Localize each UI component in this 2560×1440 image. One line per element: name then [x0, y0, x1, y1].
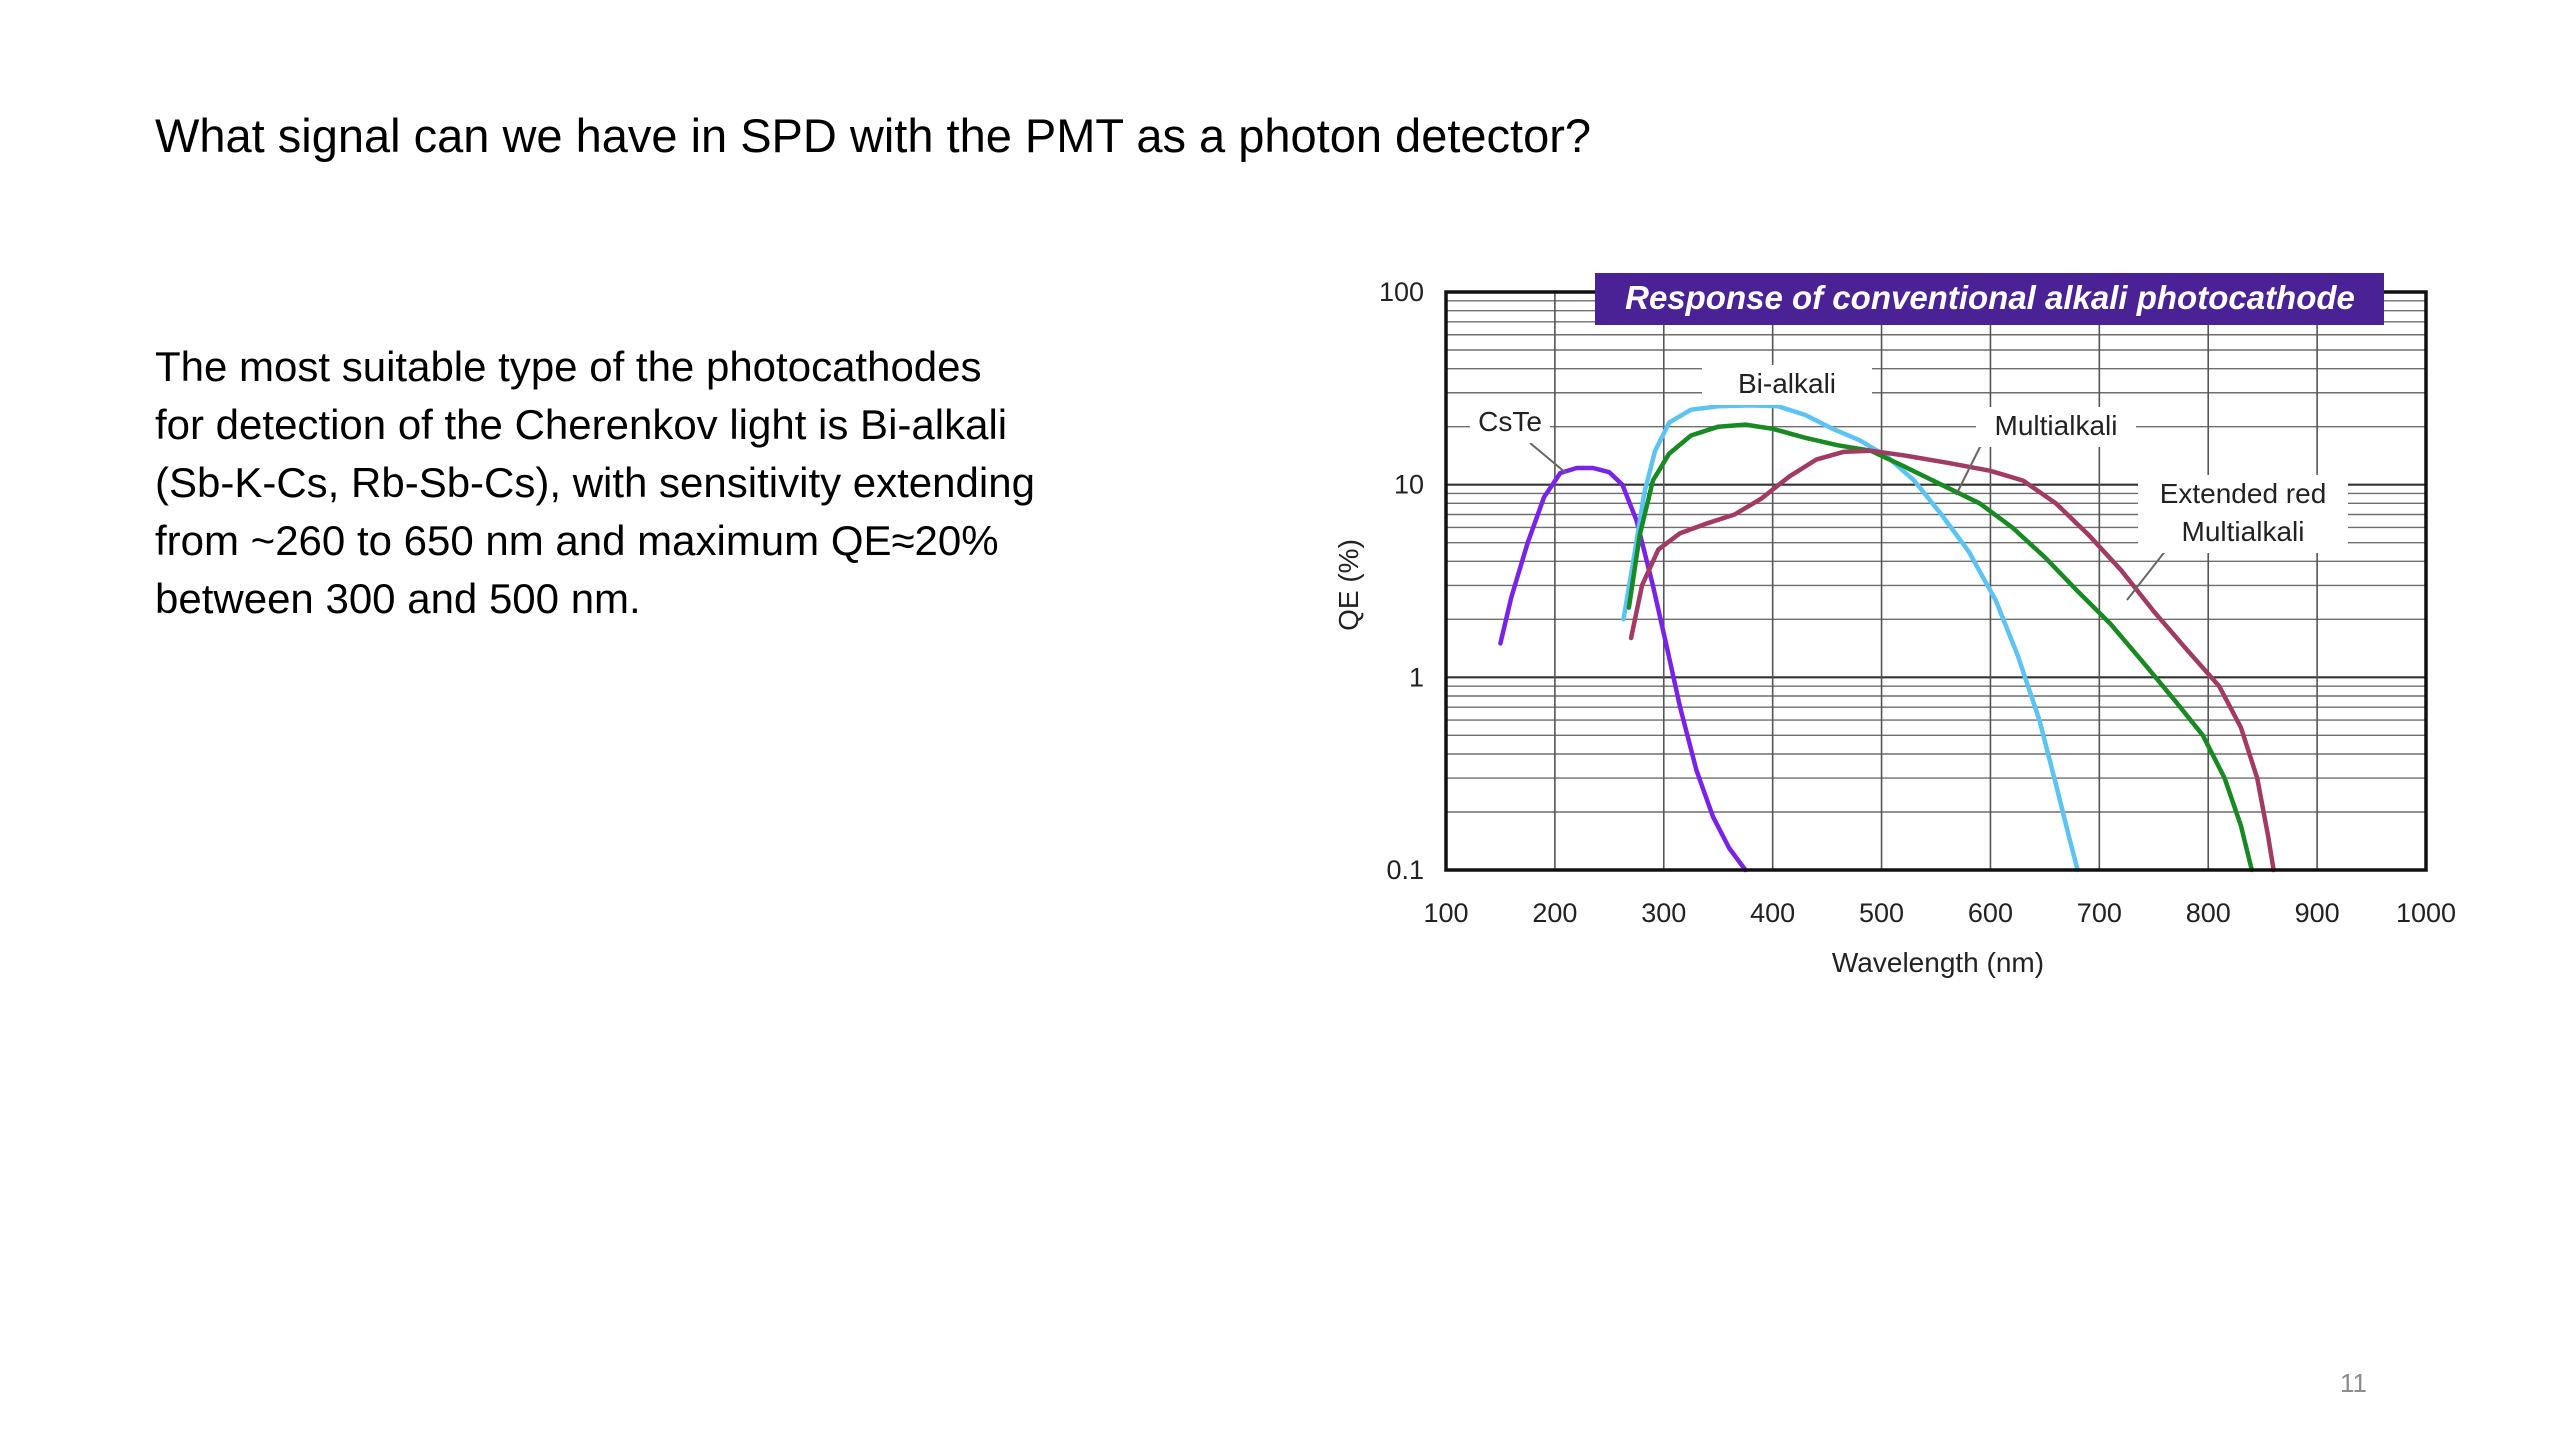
label-bi-alkali: Bi-alkali [1738, 368, 1836, 399]
x-tick-label: 700 [2077, 898, 2122, 928]
x-tick-label: 800 [2186, 898, 2231, 928]
qe-chart: Bi-alkali CsTe Multialkali Extended red … [1333, 273, 2456, 978]
series-line [1626, 422, 2255, 873]
y-tick-label: 1 [1409, 662, 1424, 692]
y-tick-label: 100 [1379, 277, 1424, 307]
x-tick-label: 400 [1750, 898, 1795, 928]
x-axis-label: Wavelength (nm) [1832, 947, 2044, 978]
slide-title: What signal can we have in SPD with the … [155, 109, 1592, 162]
curve-labels: Bi-alkali CsTe Multialkali Extended red … [1470, 365, 2348, 553]
x-tick-label: 100 [1423, 898, 1468, 928]
chart-title-background [1595, 273, 2384, 325]
chart-title: Response of conventional alkali photocat… [1625, 279, 2355, 316]
body-line: The most suitable type of the photocatho… [155, 343, 982, 390]
body-line: (Sb-K-Cs, Rb-Sb-Cs), with sensitivity ex… [155, 459, 1035, 506]
y-tick-label: 10 [1394, 470, 1424, 500]
label-cste: CsTe [1478, 406, 1542, 437]
chart-frame [1444, 290, 2428, 872]
series-line [1498, 465, 1748, 873]
plot-border [1444, 290, 2428, 872]
chart-grid [1445, 290, 2427, 872]
body-line: from ~260 to 650 nm and maximum QE≈20% [155, 517, 999, 564]
x-tick-label: 500 [1859, 898, 1904, 928]
x-tick-label: 300 [1641, 898, 1686, 928]
label-leader-lines [1529, 442, 2167, 601]
body-text: The most suitable type of the photocatho… [155, 338, 1115, 628]
axis-tick-labels: 100 200 300 400 500 600 700 800 900 1000 0.1 1 10 100 [1379, 277, 2456, 928]
body-line: between 300 and 500 nm. [155, 575, 641, 622]
x-tick-label: 1000 [2396, 898, 2456, 928]
label-extended-red-multialkali: Multialkali [2182, 516, 2305, 547]
chart-curves [1498, 403, 2276, 873]
y-axis-label: QE (%) [1333, 539, 1364, 631]
x-tick-label: 900 [2295, 898, 2340, 928]
page-number: 11 [2340, 1368, 2367, 1398]
x-tick-label: 200 [1532, 898, 1577, 928]
body-line: for detection of the Cherenkov light is … [155, 401, 1008, 448]
label-multialkali: Multialkali [1995, 410, 2118, 441]
x-tick-label: 600 [1968, 898, 2013, 928]
chart-title-box: Response of conventional alkali photocat… [1595, 273, 2384, 325]
y-tick-label: 0.1 [1386, 855, 1424, 885]
label-extended-red: Extended red [2160, 478, 2327, 509]
series-line [1621, 403, 2080, 873]
series-line [1628, 448, 2276, 873]
